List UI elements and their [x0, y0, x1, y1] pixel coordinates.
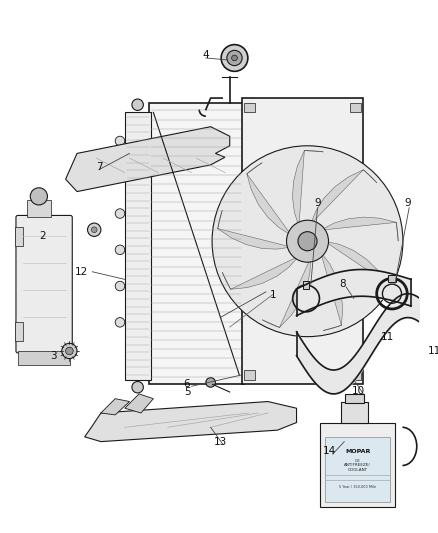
Text: 9: 9 [404, 198, 410, 208]
FancyBboxPatch shape [16, 215, 72, 353]
Text: 4: 4 [202, 50, 209, 60]
Text: 6: 6 [184, 379, 190, 390]
Bar [345, 394, 364, 403]
Circle shape [88, 223, 101, 237]
Polygon shape [325, 241, 388, 300]
Text: 7: 7 [95, 162, 102, 172]
Bar [18, 351, 71, 365]
Circle shape [115, 245, 125, 255]
Text: 5: 5 [184, 387, 191, 397]
Text: 12: 12 [75, 266, 88, 277]
Circle shape [115, 173, 125, 182]
Polygon shape [125, 394, 153, 413]
Circle shape [92, 227, 97, 232]
Circle shape [115, 136, 125, 146]
Bar [320, 423, 395, 506]
Text: 9: 9 [314, 198, 321, 208]
Text: 11: 11 [381, 332, 394, 342]
Text: 1: 1 [269, 289, 276, 300]
Circle shape [115, 281, 125, 291]
Circle shape [206, 378, 215, 387]
Circle shape [132, 99, 143, 110]
Bar [341, 401, 368, 423]
Polygon shape [247, 163, 291, 236]
Text: MOPAR: MOPAR [345, 449, 370, 454]
Bar [244, 103, 255, 112]
Text: 10: 10 [352, 386, 365, 396]
Polygon shape [101, 399, 130, 415]
Circle shape [66, 347, 73, 355]
Text: OE
ANTIFREEZE/
COOLANT: OE ANTIFREEZE/ COOLANT [344, 459, 371, 472]
Polygon shape [321, 217, 398, 241]
Circle shape [30, 188, 47, 205]
Circle shape [212, 146, 403, 337]
Text: 13: 13 [214, 437, 227, 447]
Text: 2: 2 [39, 231, 46, 241]
Bar [148, 103, 244, 384]
Bar [242, 98, 364, 384]
Text: 5 Year / 150,000 Mile: 5 Year / 150,000 Mile [339, 486, 376, 489]
Bar [325, 437, 390, 502]
Bar [350, 103, 361, 112]
Circle shape [232, 55, 237, 61]
Polygon shape [85, 401, 297, 442]
Bar [244, 370, 255, 379]
Bar [15, 322, 23, 342]
Polygon shape [321, 252, 343, 330]
Bar [388, 274, 396, 282]
Bar [303, 281, 309, 289]
Bar [15, 227, 23, 246]
Circle shape [115, 318, 125, 327]
Text: 8: 8 [339, 279, 346, 289]
Circle shape [298, 232, 317, 251]
Bar [350, 370, 361, 379]
Polygon shape [311, 170, 377, 224]
Circle shape [286, 220, 328, 262]
Bar [125, 112, 151, 379]
Text: 11: 11 [428, 346, 438, 356]
Bar [28, 200, 51, 217]
Polygon shape [223, 256, 299, 289]
Circle shape [221, 45, 248, 71]
Circle shape [62, 343, 77, 359]
Polygon shape [218, 210, 291, 249]
Circle shape [132, 382, 143, 393]
Text: 14: 14 [323, 446, 336, 456]
Circle shape [115, 209, 125, 219]
Text: 3: 3 [50, 351, 57, 361]
Polygon shape [66, 127, 230, 191]
Polygon shape [262, 258, 311, 327]
Polygon shape [293, 150, 323, 227]
Circle shape [227, 50, 242, 66]
